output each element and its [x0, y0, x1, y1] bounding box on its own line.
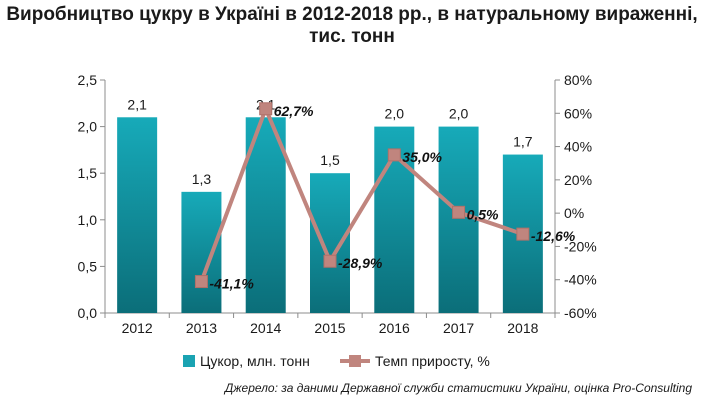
right-tick-label: 40% [564, 139, 592, 155]
bar-value-label: 1,7 [513, 134, 533, 150]
line-value-label: 35,0% [402, 149, 442, 165]
growth-line [199, 106, 524, 283]
source-note: Джерело: за даними Державної служби стат… [224, 381, 692, 395]
x-tick-label: 2013 [186, 320, 217, 336]
x-tick-label: 2017 [443, 320, 474, 336]
bar [181, 191, 222, 313]
line-value-label: 0,5% [467, 206, 499, 222]
line-series: -41,1% 62,7% -28,9% 35,0% 0,5% -12,6% [194, 102, 576, 292]
chart-title: Виробництво цукру в Україні в 2012-2018 … [0, 4, 704, 48]
left-tick-label: 2,5 [78, 72, 98, 88]
bar [438, 126, 479, 313]
legend-bar-swatch [183, 355, 195, 367]
x-tick-label: 2012 [122, 320, 153, 336]
bar-value-label: 1,3 [192, 171, 212, 187]
legend-line-label: Темп приросту, % [375, 353, 490, 369]
bar-value-label: 2,0 [385, 106, 405, 122]
axes: 0,0 0,5 1,0 1,5 2,0 2,5 -60% -40% -20% 0% 20% 40% 60… [78, 72, 597, 336]
legend-line-marker [349, 355, 361, 367]
chart-title-line-2: тис. тонн [309, 26, 395, 47]
x-tick-label: 2014 [250, 320, 281, 336]
right-tick-label: 0% [564, 205, 584, 221]
x-tick-label: 2015 [314, 320, 345, 336]
left-tick-label: 1,0 [78, 212, 98, 228]
line-marker [323, 254, 337, 268]
left-tick-label: 2,0 [78, 119, 98, 135]
bar [310, 173, 350, 313]
chart-title-line-1: Виробництво цукру в Україні в 2012-2018 … [6, 4, 698, 25]
line-marker [516, 227, 530, 241]
right-tick-label: -60% [564, 305, 597, 321]
bar-value-label: 1,5 [320, 152, 340, 168]
line-marker [452, 205, 466, 219]
legend-bar-label: Цукор, млн. тонн [200, 353, 310, 369]
x-tick-label: 2018 [507, 320, 538, 336]
legend: Цукор, млн. тонн Темп приросту, % [183, 353, 490, 369]
right-tick-label: 80% [564, 72, 592, 88]
line-marker [194, 275, 208, 289]
left-tick-label: 0,5 [78, 258, 98, 274]
bar-value-label: 2,1 [127, 96, 147, 112]
right-tick-label: 20% [564, 172, 592, 188]
right-tick-label: -40% [564, 272, 597, 288]
right-tick-label: 60% [564, 105, 592, 121]
bar-series: 2,11,32,11,52,02,01,7 [117, 96, 543, 313]
line-value-label: -12,6% [531, 228, 576, 244]
line-marker [387, 148, 401, 162]
bar-value-label: 2,0 [449, 106, 469, 122]
left-tick-label: 0,0 [78, 305, 98, 321]
line-value-label: 62,7% [274, 103, 314, 119]
line-value-label: -28,9% [338, 255, 383, 271]
bar [117, 117, 158, 313]
x-tick-label: 2016 [379, 320, 410, 336]
line-marker [259, 102, 273, 116]
left-tick-label: 1,5 [78, 165, 98, 181]
right-tick-label: -20% [564, 238, 597, 254]
line-value-label: -41,1% [209, 276, 254, 292]
